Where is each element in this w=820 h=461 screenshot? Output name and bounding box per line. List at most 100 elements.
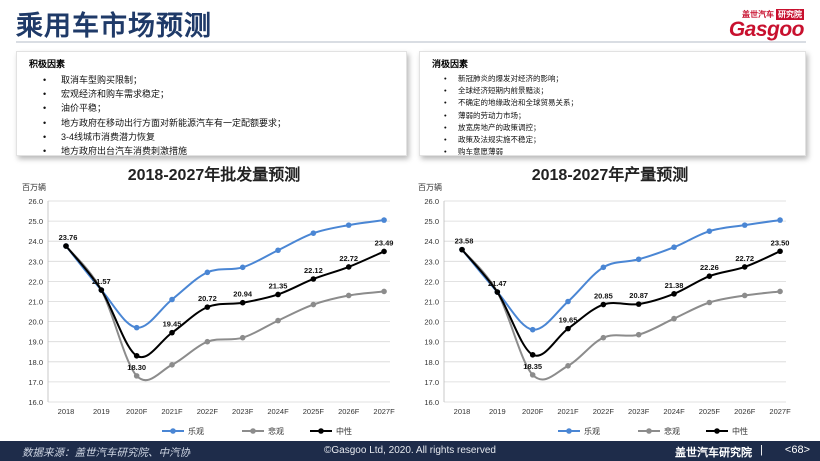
data-label: 19.45 <box>163 320 182 329</box>
list-item: 全球经济短期内前景黯淡； <box>432 85 793 97</box>
data-point <box>345 222 352 228</box>
data-point <box>133 324 140 331</box>
data-point <box>600 264 607 271</box>
data-label: 23.76 <box>59 233 78 242</box>
series-line-中性 <box>461 249 781 357</box>
list-item: 3-4线城市消费潜力恢复 <box>29 130 394 144</box>
data-label: 21.35 <box>269 281 288 290</box>
data-point <box>777 217 783 223</box>
y-tick-label: 25.0 <box>424 217 439 226</box>
data-label: 23.49 <box>375 238 394 247</box>
data-point <box>635 301 642 307</box>
negative-factors-list: 新冠肺炎的爆发对经济的影响； 全球经济短期内前景黯淡； 不确定的地缘政治和全球贸… <box>432 73 793 159</box>
y-tick-label: 16.0 <box>424 398 439 407</box>
data-point <box>310 230 317 236</box>
x-tick-label: 2020F <box>522 407 544 416</box>
production-chart-svg: 百万辆 16.0 17.0 18.0 19.0 20.0 21.0 22.0 23.0 24.0 2… <box>418 182 791 436</box>
y-tick-label: 16.0 <box>28 398 43 407</box>
data-point <box>529 372 536 378</box>
series-line-乐观 <box>461 219 781 331</box>
data-point <box>98 287 105 293</box>
data-point <box>459 246 465 253</box>
list-item: 取消车型购买限制； <box>29 73 394 87</box>
list-item: 油价平稳； <box>29 101 394 115</box>
gasgoo-logo: 盖世汽车 研究院 Gasgoo <box>692 9 805 41</box>
y-tick-label: 21.0 <box>28 298 43 307</box>
data-label: 23.58 <box>455 237 474 246</box>
y-tick-label: 20.0 <box>424 318 439 327</box>
list-item: 地方政府出台汽车消费刺激措施 <box>29 144 394 158</box>
data-point <box>275 317 281 324</box>
x-tick-label: 2027F <box>769 407 791 416</box>
data-label: 22.12 <box>304 266 323 275</box>
data-label: 18.30 <box>127 363 146 372</box>
data-point <box>706 228 713 234</box>
data-label: 21.47 <box>488 279 507 288</box>
y-tick-label: 19.0 <box>28 338 43 347</box>
legend-label: 乐观 <box>584 426 600 436</box>
wholesale-forecast-chart: 百万辆 16.0 17.0 18.0 19.0 20.0 21.0 22.0 23.0 24.0 2… <box>18 156 410 442</box>
footer-bar: 数据来源：盖世汽车研究院、中汽协 ©Gasgoo Ltd, 2020. All … <box>0 441 820 461</box>
x-tick-label: 2025F <box>699 407 721 416</box>
page-title: 乘用车市场预测 <box>16 11 212 41</box>
copyright: ©Gasgoo Ltd, 2020. All rights reserved <box>324 445 496 456</box>
x-tick-label: 2019 <box>489 407 506 416</box>
data-point <box>133 373 140 379</box>
data-point <box>204 338 211 345</box>
chart-title: 2018-2027年产量预测 <box>531 167 689 184</box>
negative-factors-title: 消极因素 <box>432 59 469 69</box>
y-tick-label: 26.0 <box>28 197 43 206</box>
legend-marker <box>714 428 720 434</box>
y-tick-label: 18.0 <box>424 358 439 367</box>
data-point <box>239 299 246 306</box>
series-line-中性 <box>65 245 385 359</box>
x-tick-label: 2022F <box>593 407 615 416</box>
x-tick-label: 2020F <box>126 407 148 416</box>
data-point <box>381 217 387 223</box>
legend-label: 中性 <box>732 426 748 436</box>
data-point <box>529 351 536 358</box>
data-point <box>63 243 69 249</box>
data-point <box>741 264 748 270</box>
list-item: 宏观经济和购车需求稳定； <box>29 87 394 101</box>
data-label: 22.72 <box>339 254 358 263</box>
data-point <box>777 288 783 295</box>
data-point <box>133 352 140 359</box>
data-source: 数据来源：盖世汽车研究院、中汽协 <box>22 447 190 459</box>
data-point <box>310 276 317 282</box>
x-tick-label: 2023F <box>628 407 650 416</box>
x-tick-label: 2018 <box>58 407 75 416</box>
data-point <box>169 329 175 336</box>
positive-factors-box: 积极因素 取消车型购买限制； 宏观经济和购车需求稳定； 油价平稳； 地方政府在移… <box>16 51 407 158</box>
x-tick-label: 2018 <box>454 407 471 416</box>
page-number: <68> <box>784 444 810 456</box>
positive-factors-list: 取消车型购买限制； 宏观经济和购车需求稳定； 油价平稳； 地方政府在移动出行方面… <box>29 73 394 158</box>
y-tick-label: 23.0 <box>424 257 439 266</box>
x-tick-label: 2022F <box>197 407 219 416</box>
data-point <box>204 269 211 276</box>
data-point <box>345 292 352 299</box>
legend-marker <box>566 428 572 434</box>
legend-marker <box>250 428 256 434</box>
data-point <box>777 248 783 255</box>
data-label: 23.50 <box>771 238 790 247</box>
data-point <box>275 247 281 254</box>
y-tick-label: 24.0 <box>424 237 439 246</box>
x-tick-label: 2023F <box>232 407 254 416</box>
data-point <box>635 331 642 338</box>
logo-wordmark: Gasgoo <box>728 18 805 41</box>
data-point <box>204 304 211 310</box>
legend-label: 乐观 <box>188 426 204 436</box>
data-point <box>239 264 246 271</box>
data-label: 21.38 <box>665 281 684 290</box>
data-point <box>169 296 175 303</box>
data-point <box>565 298 571 305</box>
data-point <box>671 244 677 251</box>
data-point <box>529 326 536 333</box>
y-tick-label: 18.0 <box>28 358 43 367</box>
data-point <box>600 301 607 308</box>
y-tick-label: 21.0 <box>424 298 439 307</box>
data-point <box>600 334 607 341</box>
footer-brand: 盖世汽车研究院 <box>675 447 752 459</box>
list-item: 购车意愿薄弱 <box>432 146 793 158</box>
